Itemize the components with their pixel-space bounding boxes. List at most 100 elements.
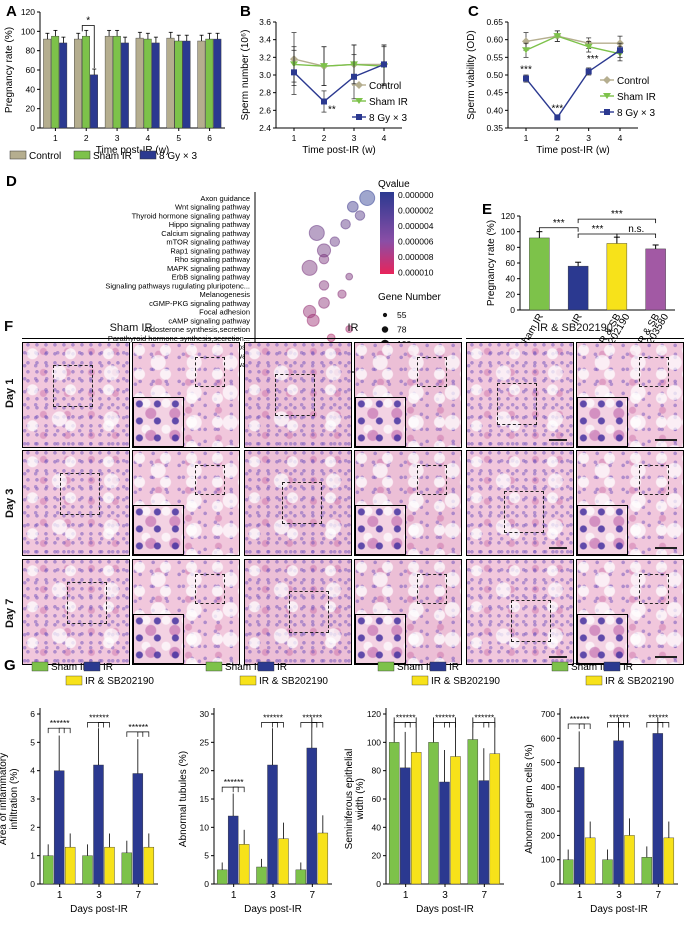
sig-label: *** bbox=[551, 103, 563, 114]
panel-c-chart: C 0.35 0.40 0.45 0.50 0.55 0.60 0.65 Sperm viabi… bbox=[466, 3, 656, 156]
y-tick-label: 0 bbox=[550, 879, 555, 889]
histology-zoom bbox=[576, 342, 684, 448]
x-tick-label: IR bbox=[570, 312, 585, 326]
sig-bracket bbox=[98, 722, 110, 728]
histology-inset bbox=[355, 505, 406, 555]
bar bbox=[645, 248, 666, 311]
sig-bracket bbox=[657, 722, 670, 728]
legend-label: Sham IR bbox=[571, 662, 610, 673]
panel-letter: C bbox=[468, 3, 479, 20]
inset-region-box bbox=[417, 357, 447, 387]
bubble bbox=[308, 224, 325, 241]
legend-marker bbox=[603, 76, 611, 84]
bar bbox=[90, 74, 98, 129]
y-tick-label: 3.6 bbox=[259, 17, 271, 27]
y-axis-label: Seminiferous epithelial bbox=[344, 749, 355, 850]
histology-zoom bbox=[132, 450, 240, 556]
histology-inset bbox=[133, 614, 184, 664]
sig-label: ****** bbox=[474, 713, 495, 723]
inset-region-box bbox=[195, 465, 225, 495]
x-axis-label: Days post-IR bbox=[70, 904, 128, 915]
bubble bbox=[354, 210, 366, 221]
size-legend-label: 55 bbox=[397, 310, 407, 320]
y-tick-label: 120 bbox=[501, 211, 515, 221]
y-tick-label: 60 bbox=[506, 258, 516, 268]
bar bbox=[151, 42, 160, 129]
pathway-label: Axon guidance bbox=[200, 194, 250, 203]
x-tick-label: 1 bbox=[53, 133, 58, 143]
sig-label: *** bbox=[587, 54, 599, 65]
y-tick-label: 2.8 bbox=[259, 88, 271, 98]
q-tick-label: 0.000008 bbox=[398, 252, 434, 262]
y-axis-label: infiltration (%) bbox=[9, 768, 20, 829]
scale-bar bbox=[655, 439, 677, 441]
y-tick-label: 120 bbox=[21, 7, 35, 17]
legend-swatch bbox=[83, 661, 101, 672]
x-tick-label: 5 bbox=[176, 133, 181, 143]
y-axis-label: Abnormal germ cells (%) bbox=[524, 744, 535, 853]
legend-swatch bbox=[73, 150, 91, 160]
bar bbox=[584, 837, 596, 885]
legend-marker bbox=[356, 114, 362, 120]
pathway-label: ErbB signaling pathway bbox=[172, 273, 251, 282]
bubble bbox=[318, 296, 330, 309]
bar bbox=[256, 866, 267, 885]
x-axis-label: Days post-IR bbox=[244, 904, 302, 915]
y-tick-label: 400 bbox=[541, 782, 555, 792]
y-tick-label: 3 bbox=[30, 794, 35, 804]
zoom-region-box bbox=[53, 365, 93, 407]
data-point bbox=[523, 75, 529, 82]
bubble bbox=[345, 325, 354, 333]
y-tick-label: 120 bbox=[367, 709, 381, 719]
histology-overview bbox=[244, 342, 352, 448]
y-tick-label: 20 bbox=[506, 289, 516, 299]
zoom-region-box bbox=[60, 473, 100, 515]
sig-label: * bbox=[86, 16, 90, 27]
sig-bracket bbox=[404, 722, 417, 728]
sig-bracket bbox=[300, 722, 318, 728]
bar bbox=[267, 764, 278, 885]
q-tick-label: 0.000004 bbox=[398, 221, 434, 231]
y-tick-label: 2.4 bbox=[259, 123, 271, 133]
y-tick-label: 0.35 bbox=[486, 123, 503, 133]
legend-marker bbox=[355, 98, 363, 104]
pathway-label: cAMP signaling pathway bbox=[168, 316, 250, 325]
bar bbox=[82, 855, 93, 885]
y-tick-label: 20 bbox=[372, 851, 382, 861]
x-tick-label: 1 bbox=[524, 133, 529, 143]
panel-letter: B bbox=[240, 3, 251, 20]
data-point bbox=[320, 63, 328, 70]
y-tick-label: 0.40 bbox=[486, 105, 503, 115]
sig-label: *** bbox=[611, 209, 623, 220]
data-point bbox=[617, 47, 623, 54]
bar bbox=[135, 37, 144, 129]
y-tick-label: 0.55 bbox=[486, 52, 503, 62]
histology-overview bbox=[466, 559, 574, 665]
y-tick-label: 500 bbox=[541, 758, 555, 768]
data-point bbox=[351, 73, 357, 80]
legend-label: Control bbox=[617, 76, 649, 87]
gene-number-title: Gene Number bbox=[378, 292, 441, 303]
q-tick-label: 0.000006 bbox=[398, 237, 434, 247]
histology-inset bbox=[577, 614, 628, 664]
bar bbox=[238, 844, 250, 885]
bar bbox=[216, 869, 228, 885]
histology-overview bbox=[244, 559, 352, 665]
sig-bracket bbox=[393, 722, 411, 728]
legend-swatch bbox=[139, 150, 157, 160]
sig-label: ****** bbox=[263, 713, 284, 723]
x-axis-label: Time post-IR (w) bbox=[302, 145, 376, 156]
bubble bbox=[318, 253, 330, 265]
legend-swatch bbox=[257, 661, 275, 672]
inset-region-box bbox=[417, 465, 447, 495]
y-axis-label: width (%) bbox=[355, 778, 366, 821]
series-line bbox=[525, 35, 620, 44]
bar bbox=[529, 237, 550, 311]
scale-bar bbox=[549, 547, 567, 549]
sig-bracket bbox=[646, 722, 664, 728]
bubble bbox=[316, 243, 332, 258]
bar bbox=[306, 747, 318, 885]
bar bbox=[613, 740, 624, 885]
bar bbox=[182, 40, 191, 129]
bar bbox=[295, 869, 307, 885]
